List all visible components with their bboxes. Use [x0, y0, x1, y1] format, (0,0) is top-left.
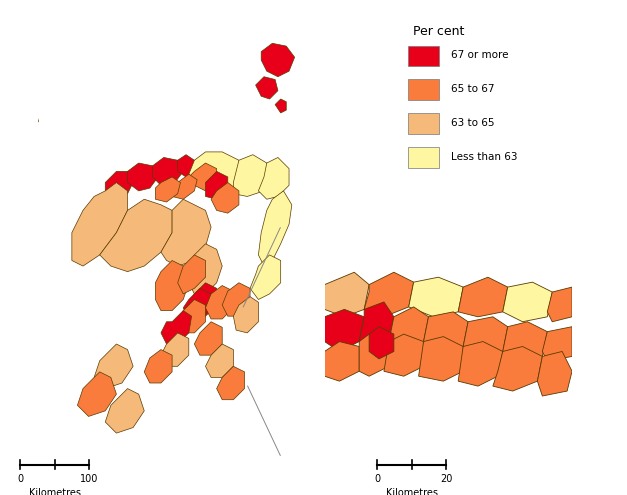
- Polygon shape: [537, 351, 572, 396]
- Polygon shape: [222, 283, 250, 316]
- Polygon shape: [325, 309, 364, 351]
- Polygon shape: [258, 191, 292, 266]
- Polygon shape: [194, 322, 222, 355]
- Text: 0: 0: [374, 474, 381, 484]
- Polygon shape: [409, 277, 463, 317]
- Polygon shape: [172, 174, 197, 199]
- Polygon shape: [189, 283, 217, 316]
- Polygon shape: [258, 157, 289, 199]
- Polygon shape: [100, 199, 172, 272]
- Polygon shape: [155, 177, 181, 202]
- Polygon shape: [94, 344, 133, 389]
- Polygon shape: [189, 244, 222, 294]
- Polygon shape: [105, 171, 133, 197]
- Polygon shape: [458, 342, 503, 386]
- Text: 20: 20: [440, 474, 453, 484]
- Polygon shape: [458, 277, 508, 317]
- Text: Less than 63: Less than 63: [451, 151, 517, 162]
- Polygon shape: [144, 349, 172, 383]
- FancyBboxPatch shape: [408, 46, 439, 66]
- Polygon shape: [152, 157, 183, 185]
- Polygon shape: [369, 327, 394, 359]
- Polygon shape: [261, 44, 295, 77]
- Polygon shape: [77, 372, 117, 416]
- Polygon shape: [155, 260, 189, 311]
- Polygon shape: [547, 287, 572, 322]
- Polygon shape: [206, 171, 228, 199]
- Polygon shape: [275, 99, 287, 113]
- Polygon shape: [250, 255, 281, 299]
- FancyBboxPatch shape: [408, 147, 439, 168]
- FancyBboxPatch shape: [408, 113, 439, 134]
- Text: 67 or more: 67 or more: [451, 50, 508, 60]
- Polygon shape: [384, 334, 424, 376]
- FancyBboxPatch shape: [408, 79, 439, 100]
- Polygon shape: [72, 183, 127, 266]
- Polygon shape: [206, 344, 233, 377]
- Polygon shape: [206, 286, 233, 319]
- Text: 100: 100: [80, 474, 98, 484]
- Polygon shape: [177, 299, 206, 333]
- Polygon shape: [161, 311, 192, 344]
- Polygon shape: [542, 327, 572, 361]
- Polygon shape: [424, 312, 468, 356]
- Polygon shape: [419, 337, 463, 381]
- Text: Kilometres: Kilometres: [386, 488, 438, 495]
- Text: Kilometres: Kilometres: [29, 488, 80, 495]
- Polygon shape: [389, 307, 428, 351]
- Polygon shape: [183, 288, 211, 319]
- Polygon shape: [189, 152, 245, 191]
- Polygon shape: [233, 297, 258, 333]
- Polygon shape: [211, 183, 239, 213]
- Polygon shape: [325, 342, 359, 381]
- Polygon shape: [177, 255, 206, 294]
- Polygon shape: [493, 346, 542, 391]
- Text: 63 to 65: 63 to 65: [451, 118, 494, 128]
- Polygon shape: [364, 272, 414, 317]
- Polygon shape: [503, 282, 552, 322]
- Polygon shape: [161, 333, 189, 366]
- Polygon shape: [463, 317, 508, 361]
- Polygon shape: [325, 272, 369, 317]
- Polygon shape: [127, 163, 158, 191]
- Polygon shape: [189, 163, 217, 191]
- Text: 0: 0: [17, 474, 23, 484]
- Polygon shape: [503, 322, 547, 366]
- Text: Per cent: Per cent: [413, 25, 464, 38]
- Polygon shape: [217, 366, 245, 400]
- Polygon shape: [256, 77, 278, 99]
- Polygon shape: [233, 154, 272, 197]
- Polygon shape: [359, 334, 389, 376]
- Polygon shape: [105, 389, 144, 433]
- Polygon shape: [177, 154, 194, 177]
- Text: 65 to 67: 65 to 67: [451, 84, 494, 94]
- Polygon shape: [22, 107, 38, 130]
- Polygon shape: [161, 199, 211, 266]
- Polygon shape: [359, 302, 394, 351]
